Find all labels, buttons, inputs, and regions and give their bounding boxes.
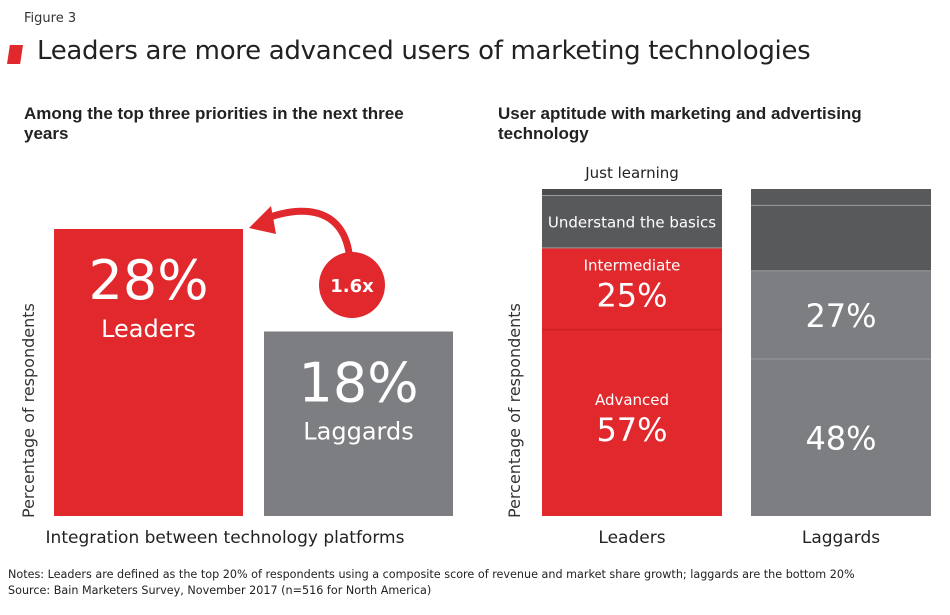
bar-leaders xyxy=(54,229,243,516)
bar-laggards xyxy=(264,331,453,516)
right-chart-title: User aptitude with marketing and adverti… xyxy=(498,104,862,143)
segment-name-label: Advanced xyxy=(595,391,669,409)
left-chart: 28% Leaders 18% Laggards Integration between… xyxy=(46,206,453,548)
bar-category-label: Laggards xyxy=(303,418,413,446)
source-text: Source: Bain Marketers Survey, November … xyxy=(8,584,432,597)
segment-value-label: 27% xyxy=(805,297,876,335)
right-chart: Advanced 57% Intermediate 25% Understand the… xyxy=(542,164,931,548)
segment-laggards-intermediate xyxy=(751,270,931,360)
segment-laggards-advanced xyxy=(751,359,931,516)
segment-name-label: Just learning xyxy=(584,164,679,182)
figure-label: Figure 3 xyxy=(24,11,77,26)
segment-name-label: Intermediate xyxy=(584,257,681,275)
x-category-label-laggards: Laggards xyxy=(802,528,880,548)
segment-laggards-just-learning xyxy=(751,189,931,206)
segment-leaders-advanced xyxy=(542,329,722,516)
segment-leaders-intermediate xyxy=(542,247,722,330)
x-category-label-leaders: Leaders xyxy=(598,528,665,548)
segment-value-label: 25% xyxy=(596,277,667,315)
bar-value-label: 28% xyxy=(88,249,208,312)
segment-laggards-understand-the-basics xyxy=(751,205,931,271)
segment-value-label: 48% xyxy=(805,420,876,458)
segment-leaders-understand-the-basics xyxy=(542,195,722,248)
title-accent-mark xyxy=(7,45,23,64)
notes-text: Notes: Leaders are defined as the top 20… xyxy=(8,568,855,581)
page-title: Leaders are more advanced users of marke… xyxy=(37,36,811,66)
ratio-badge xyxy=(319,252,385,318)
bar-value-label: 18% xyxy=(298,352,418,415)
callout-arrowhead-icon xyxy=(249,206,276,234)
bar-category-label: Leaders xyxy=(101,315,196,343)
segment-value-label: 57% xyxy=(596,411,667,449)
segment-name-label: Understand the basics xyxy=(548,214,716,232)
x-axis-label: Integration between technology platforms xyxy=(46,528,405,548)
segment-leaders-just-learning xyxy=(542,189,722,196)
ratio-badge-label: 1.6x xyxy=(330,276,374,297)
left-chart-title: Among the top three priorities in the ne… xyxy=(24,104,404,143)
